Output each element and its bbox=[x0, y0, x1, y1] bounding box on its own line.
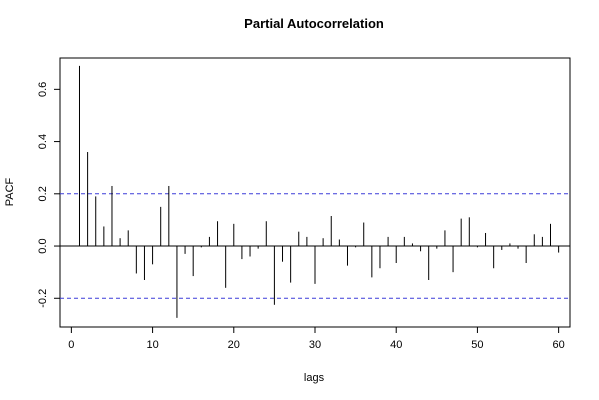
x-tick-label: 10 bbox=[146, 339, 158, 351]
x-tick-label: 60 bbox=[553, 339, 565, 351]
x-tick-label: 20 bbox=[228, 339, 240, 351]
plot-frame bbox=[60, 58, 570, 327]
x-axis: 0 10 20 30 40 50 60 bbox=[68, 327, 564, 351]
y-tick-label: 0.2 bbox=[37, 186, 49, 201]
y-tick-label: 0.0 bbox=[37, 238, 49, 253]
y-tick-label: 0.6 bbox=[37, 82, 49, 97]
x-tick-label: 0 bbox=[68, 339, 74, 351]
y-axis: -0.2 0.0 0.2 0.4 0.6 bbox=[37, 82, 60, 308]
x-tick-label: 40 bbox=[390, 339, 402, 351]
y-axis-label: PACF bbox=[4, 177, 16, 206]
pacf-spikes bbox=[79, 66, 558, 318]
chart-title: Partial Autocorrelation bbox=[244, 16, 384, 31]
x-tick-label: 50 bbox=[471, 339, 483, 351]
y-tick-label: -0.2 bbox=[37, 289, 49, 308]
x-axis-label: lags bbox=[304, 372, 325, 384]
y-tick-label: 0.4 bbox=[37, 134, 49, 149]
x-tick-label: 30 bbox=[309, 339, 321, 351]
